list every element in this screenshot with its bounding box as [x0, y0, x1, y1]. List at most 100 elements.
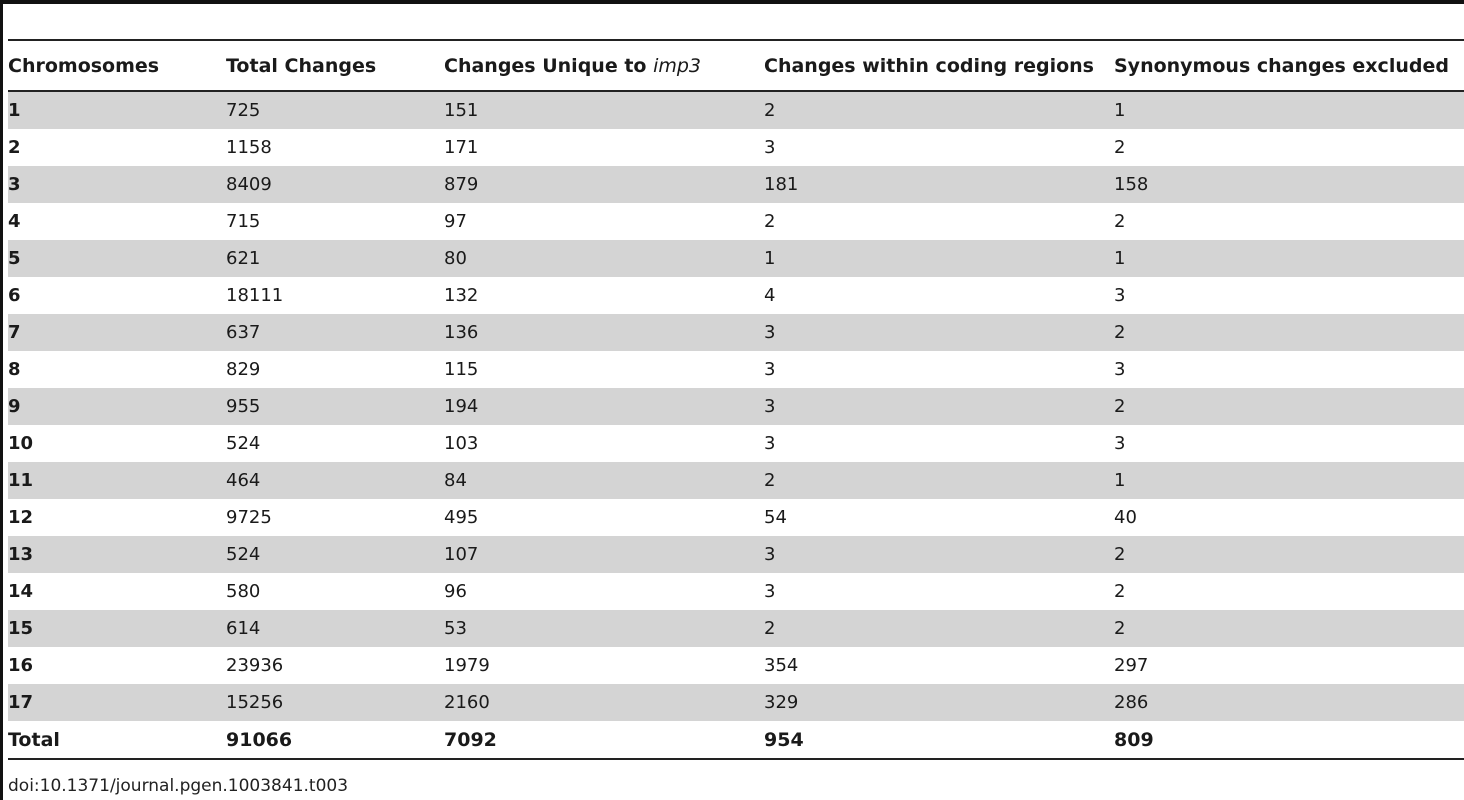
table-row: 1 725 151 2 1 — [8, 91, 1464, 129]
table-row: 7 637 136 3 2 — [8, 314, 1464, 351]
header-imp3-italic: imp3 — [653, 54, 702, 77]
cell-nonsynonymous-changes: 40 — [1114, 507, 1137, 528]
cell-chromosome: 2 — [8, 137, 21, 158]
cell-chromosome: 8 — [8, 359, 21, 380]
cell-nonsynonymous-changes: 297 — [1114, 655, 1149, 676]
cell-unique-changes: 96 — [444, 581, 467, 602]
cell-coding-changes: 3 — [764, 536, 1114, 573]
cell-chromosome: 7 — [8, 314, 226, 351]
cell-total-changes: 18111 — [226, 285, 284, 306]
cell-chromosome: 3 — [8, 166, 226, 203]
cell-nonsynonymous-changes: 3 — [1114, 359, 1126, 380]
cell-unique-changes: 132 — [444, 285, 479, 306]
cell-total-changes: 829 — [226, 359, 261, 380]
cell-chromosome: 10 — [8, 433, 34, 454]
cell-chromosome: 6 — [8, 285, 21, 306]
cell-unique-changes: 84 — [444, 462, 764, 499]
chromosome-changes-table: Chromosomes Total Changes Changes Unique… — [8, 39, 1464, 760]
total-label: Total — [8, 728, 60, 751]
cell-coding-changes: 181 — [764, 166, 1114, 203]
cell-total-changes: 715 — [226, 211, 261, 232]
cell-chromosome: 17 — [8, 684, 226, 721]
table-row: 2 1158 171 3 2 — [8, 129, 1464, 166]
cell-nonsynonymous-changes: 1 — [1114, 91, 1464, 129]
table-row: 8 829 115 3 3 — [8, 351, 1464, 388]
cell-chromosome: 1 — [8, 91, 226, 129]
cell-coding-changes: 3 — [764, 137, 776, 158]
cell-total-changes: 614 — [226, 610, 444, 647]
cell-unique-changes: 151 — [444, 91, 764, 129]
cell-total-changes: 621 — [226, 240, 444, 277]
header-changes-unique: Changes Unique to imp3 — [444, 40, 764, 91]
table-row: 17 15256 2160 329 286 — [8, 684, 1464, 721]
doi-caption: doi:10.1371/journal.pgen.1003841.t003 — [8, 776, 349, 796]
table-row: 4 715 97 2 2 — [8, 203, 1464, 240]
table-row: 9 955 194 3 2 — [8, 388, 1464, 425]
cell-coding-changes: 2 — [764, 91, 1114, 129]
cell-chromosome: 11 — [8, 462, 226, 499]
header-changes-unique-text: Changes Unique to — [444, 54, 654, 77]
cell-unique-changes: 194 — [444, 388, 764, 425]
cell-unique-changes: 53 — [444, 610, 764, 647]
cell-total-changes: 464 — [226, 462, 444, 499]
cell-nonsynonymous-changes: 2 — [1114, 536, 1464, 573]
cell-nonsynonymous-changes: 2 — [1114, 314, 1464, 351]
total-value: 91066 — [226, 728, 293, 751]
cell-unique-changes: 115 — [444, 359, 479, 380]
cell-nonsynonymous-changes: 1 — [1114, 462, 1464, 499]
cell-total-changes: 8409 — [226, 166, 444, 203]
header-chromosomes: Chromosomes — [8, 54, 160, 77]
table-row: 6 18111 132 4 3 — [8, 277, 1464, 314]
cell-coding-changes: 3 — [764, 314, 1114, 351]
cell-coding-changes: 2 — [764, 211, 776, 232]
cell-nonsynonymous-changes: 3 — [1114, 285, 1126, 306]
cell-coding-changes: 3 — [764, 388, 1114, 425]
cell-coding-changes: 1 — [764, 240, 1114, 277]
table-total-row: Total 91066 7092 954 809 — [8, 721, 1464, 759]
cell-nonsynonymous-changes: 158 — [1114, 166, 1464, 203]
cell-chromosome: 9 — [8, 388, 226, 425]
cell-coding-changes: 2 — [764, 610, 1114, 647]
cell-nonsynonymous-changes: 3 — [1114, 433, 1126, 454]
cell-unique-changes: 495 — [444, 507, 479, 528]
cell-chromosome: 5 — [8, 240, 226, 277]
cell-chromosome: 4 — [8, 211, 21, 232]
cell-coding-changes: 2 — [764, 462, 1114, 499]
cell-nonsynonymous-changes: 2 — [1114, 211, 1126, 232]
cell-coding-changes: 3 — [764, 359, 776, 380]
cell-unique-changes: 103 — [444, 433, 479, 454]
cell-unique-changes: 107 — [444, 536, 764, 573]
cell-coding-changes: 54 — [764, 507, 787, 528]
cell-unique-changes: 2160 — [444, 684, 764, 721]
cell-chromosome: 13 — [8, 536, 226, 573]
cell-total-changes: 23936 — [226, 655, 284, 676]
cell-total-changes: 524 — [226, 433, 261, 454]
cell-unique-changes: 171 — [444, 137, 479, 158]
cell-nonsynonymous-changes: 2 — [1114, 388, 1464, 425]
table-row: 15 614 53 2 2 — [8, 610, 1464, 647]
cell-nonsynonymous-changes: 2 — [1114, 137, 1126, 158]
table-body: 1 725 151 2 1 2 1158 171 3 2 3 8409 879 181 158 4 715 97 2… — [8, 91, 1464, 759]
table-row: 10 524 103 3 3 — [8, 425, 1464, 462]
cell-total-changes: 15256 — [226, 684, 444, 721]
table-container: Chromosomes Total Changes Changes Unique… — [8, 39, 1464, 760]
top-border-rule — [0, 0, 1464, 4]
cell-unique-changes: 97 — [444, 211, 467, 232]
cell-chromosome: 16 — [8, 655, 34, 676]
cell-unique-changes: 879 — [444, 166, 764, 203]
table-row: 16 23936 1979 354 297 — [8, 647, 1464, 684]
table-row: 11 464 84 2 1 — [8, 462, 1464, 499]
cell-nonsynonymous-changes: 1 — [1114, 240, 1464, 277]
cell-nonsynonymous-changes: 286 — [1114, 684, 1464, 721]
total-value: 7092 — [444, 728, 497, 751]
cell-total-changes: 524 — [226, 536, 444, 573]
cell-total-changes: 725 — [226, 91, 444, 129]
cell-total-changes: 9725 — [226, 507, 272, 528]
table-row: 13 524 107 3 2 — [8, 536, 1464, 573]
cell-unique-changes: 1979 — [444, 655, 490, 676]
cell-total-changes: 1158 — [226, 137, 272, 158]
cell-total-changes: 955 — [226, 388, 444, 425]
cell-total-changes: 637 — [226, 314, 444, 351]
cell-coding-changes: 4 — [764, 285, 776, 306]
header-coding-regions: Changes within coding regions — [764, 54, 1094, 77]
